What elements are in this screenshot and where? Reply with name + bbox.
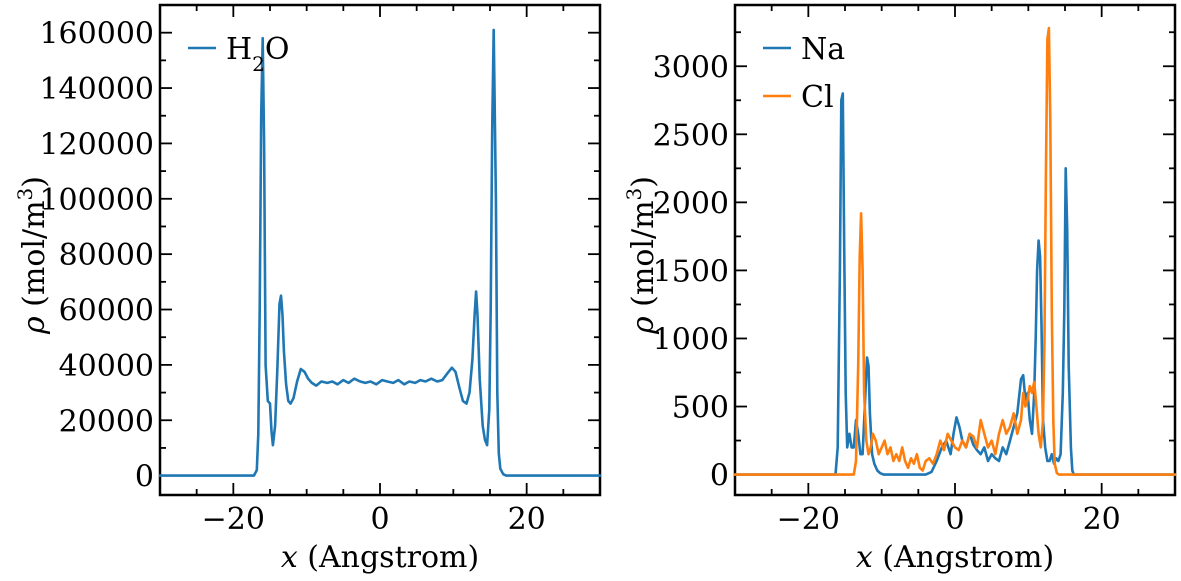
y-tick-label: 120000 [39, 127, 154, 162]
legend-label-cl: Cl [801, 80, 834, 115]
y-tick-label: 1500 [653, 254, 729, 289]
series-line-na [733, 92, 1177, 476]
y-tick-label: 80000 [59, 238, 154, 273]
series-group [158, 28, 602, 477]
x-tick-labels: −20 0 20 [202, 502, 546, 537]
y-tick-label: 1000 [653, 322, 729, 357]
legend: H2O [188, 32, 290, 76]
axis-ticks [734, 5, 1176, 495]
y-tick-label: 3000 [653, 50, 729, 85]
y-tick-label: 160000 [39, 17, 154, 52]
series-group [733, 26, 1177, 476]
y-axis-label: ρ (mol/m3) [622, 176, 661, 335]
series-line-cl [733, 26, 1177, 476]
x-tick-labels: −20 0 20 [777, 502, 1121, 537]
y-tick-label: 500 [672, 391, 729, 426]
x-axis-label: x (Angstrom) [856, 540, 1054, 575]
x-tick-label: 0 [370, 502, 389, 537]
x-tick-label: 0 [945, 502, 964, 537]
y-tick-label: 100000 [39, 183, 154, 218]
legend-label-h2o: H2O [226, 32, 290, 76]
series-line-h2o [158, 28, 602, 477]
plot-frame [158, 3, 602, 497]
y-tick-label: 0 [710, 459, 729, 494]
y-tick-labels: 0 500 1000 1500 2000 2500 3000 [653, 50, 729, 493]
x-axis-label: x (Angstrom) [281, 540, 479, 575]
y-tick-label: 60000 [59, 294, 154, 329]
y-tick-label: 2000 [653, 186, 729, 221]
y-tick-label: 2500 [653, 118, 729, 153]
y-tick-label: 20000 [59, 404, 154, 439]
legend: Na Cl [763, 32, 845, 115]
x-tick-label: −20 [202, 502, 265, 537]
axis-ticks [159, 4, 601, 495]
y-tick-label: 140000 [39, 72, 154, 107]
x-tick-label: 20 [1083, 502, 1121, 537]
y-tick-label: 0 [135, 460, 154, 495]
y-axis-label: ρ (mol/m3) [13, 176, 52, 335]
legend-label-na: Na [801, 32, 845, 67]
chart-water-density: −20 0 20 0 20000 40000 60000 80000 100000 120000… [13, 3, 602, 575]
chart-ion-density: −20 0 20 0 500 1000 1500 2000 2500 3000 x (Angst… [622, 3, 1177, 575]
y-tick-labels: 0 20000 40000 60000 80000 100000 120000 140000 1… [39, 17, 154, 495]
x-tick-label: −20 [777, 502, 840, 537]
y-tick-label: 40000 [59, 349, 154, 384]
x-tick-label: 20 [508, 502, 546, 537]
